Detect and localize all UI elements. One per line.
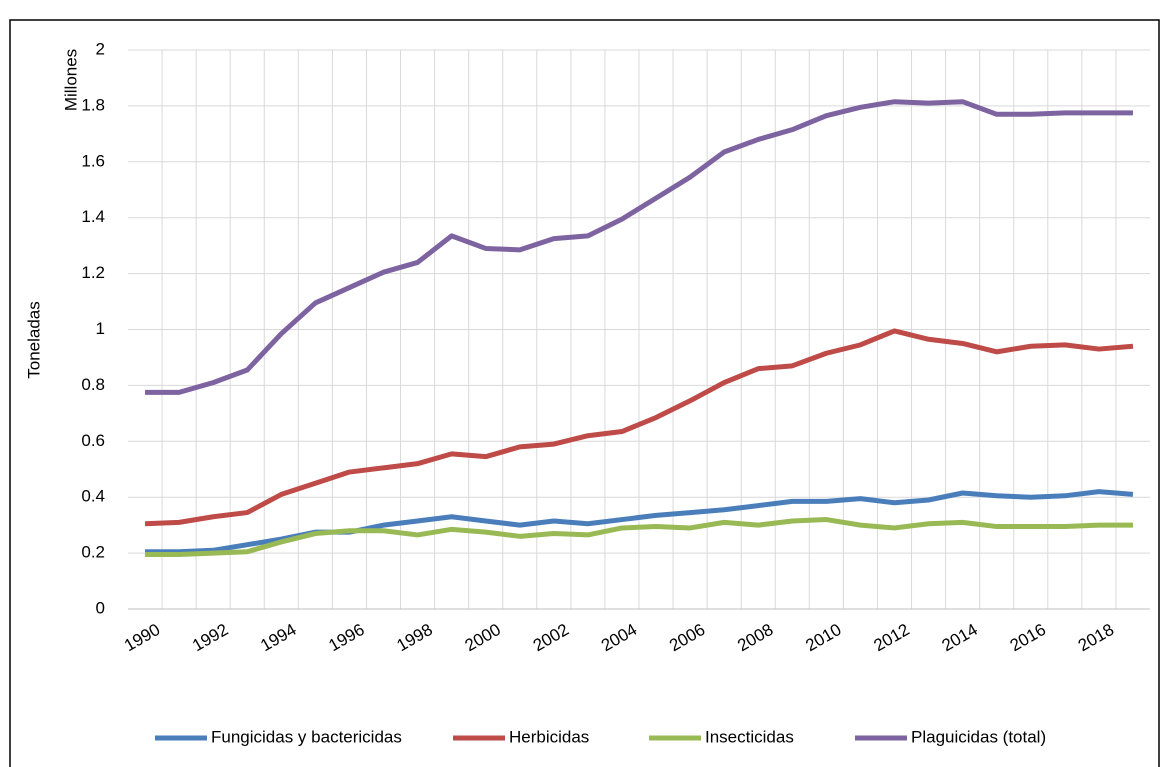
legend-label: Herbicidas — [509, 727, 589, 746]
y-tick-label: 0.6 — [81, 431, 105, 450]
y-tick-label: 2 — [96, 39, 105, 58]
series-line — [145, 99, 1133, 395]
series-line — [144, 328, 1134, 527]
y-tick-label: 1 — [96, 319, 105, 338]
y-tick-label: 1.2 — [81, 263, 105, 282]
series-line — [145, 517, 1133, 557]
y-tick-label: 0.8 — [81, 375, 105, 394]
y-unit-label: Millones — [61, 49, 80, 111]
y-tick-label: 0.2 — [81, 543, 105, 562]
y-tick-label: 0 — [96, 598, 105, 617]
y-tick-label: 0.4 — [81, 487, 105, 506]
legend-label: Plaguicidas (total) — [911, 727, 1046, 746]
legend-label: Insecticidas — [705, 727, 794, 746]
y-tick-label: 1.4 — [81, 207, 105, 226]
legend-label: Fungicidas y bactericidas — [211, 727, 402, 746]
y-axis-label: Toneladas — [24, 301, 43, 379]
y-tick-label: 1.6 — [81, 151, 105, 170]
chart-border — [9, 19, 1160, 767]
y-tick-label: 1.8 — [81, 95, 105, 114]
